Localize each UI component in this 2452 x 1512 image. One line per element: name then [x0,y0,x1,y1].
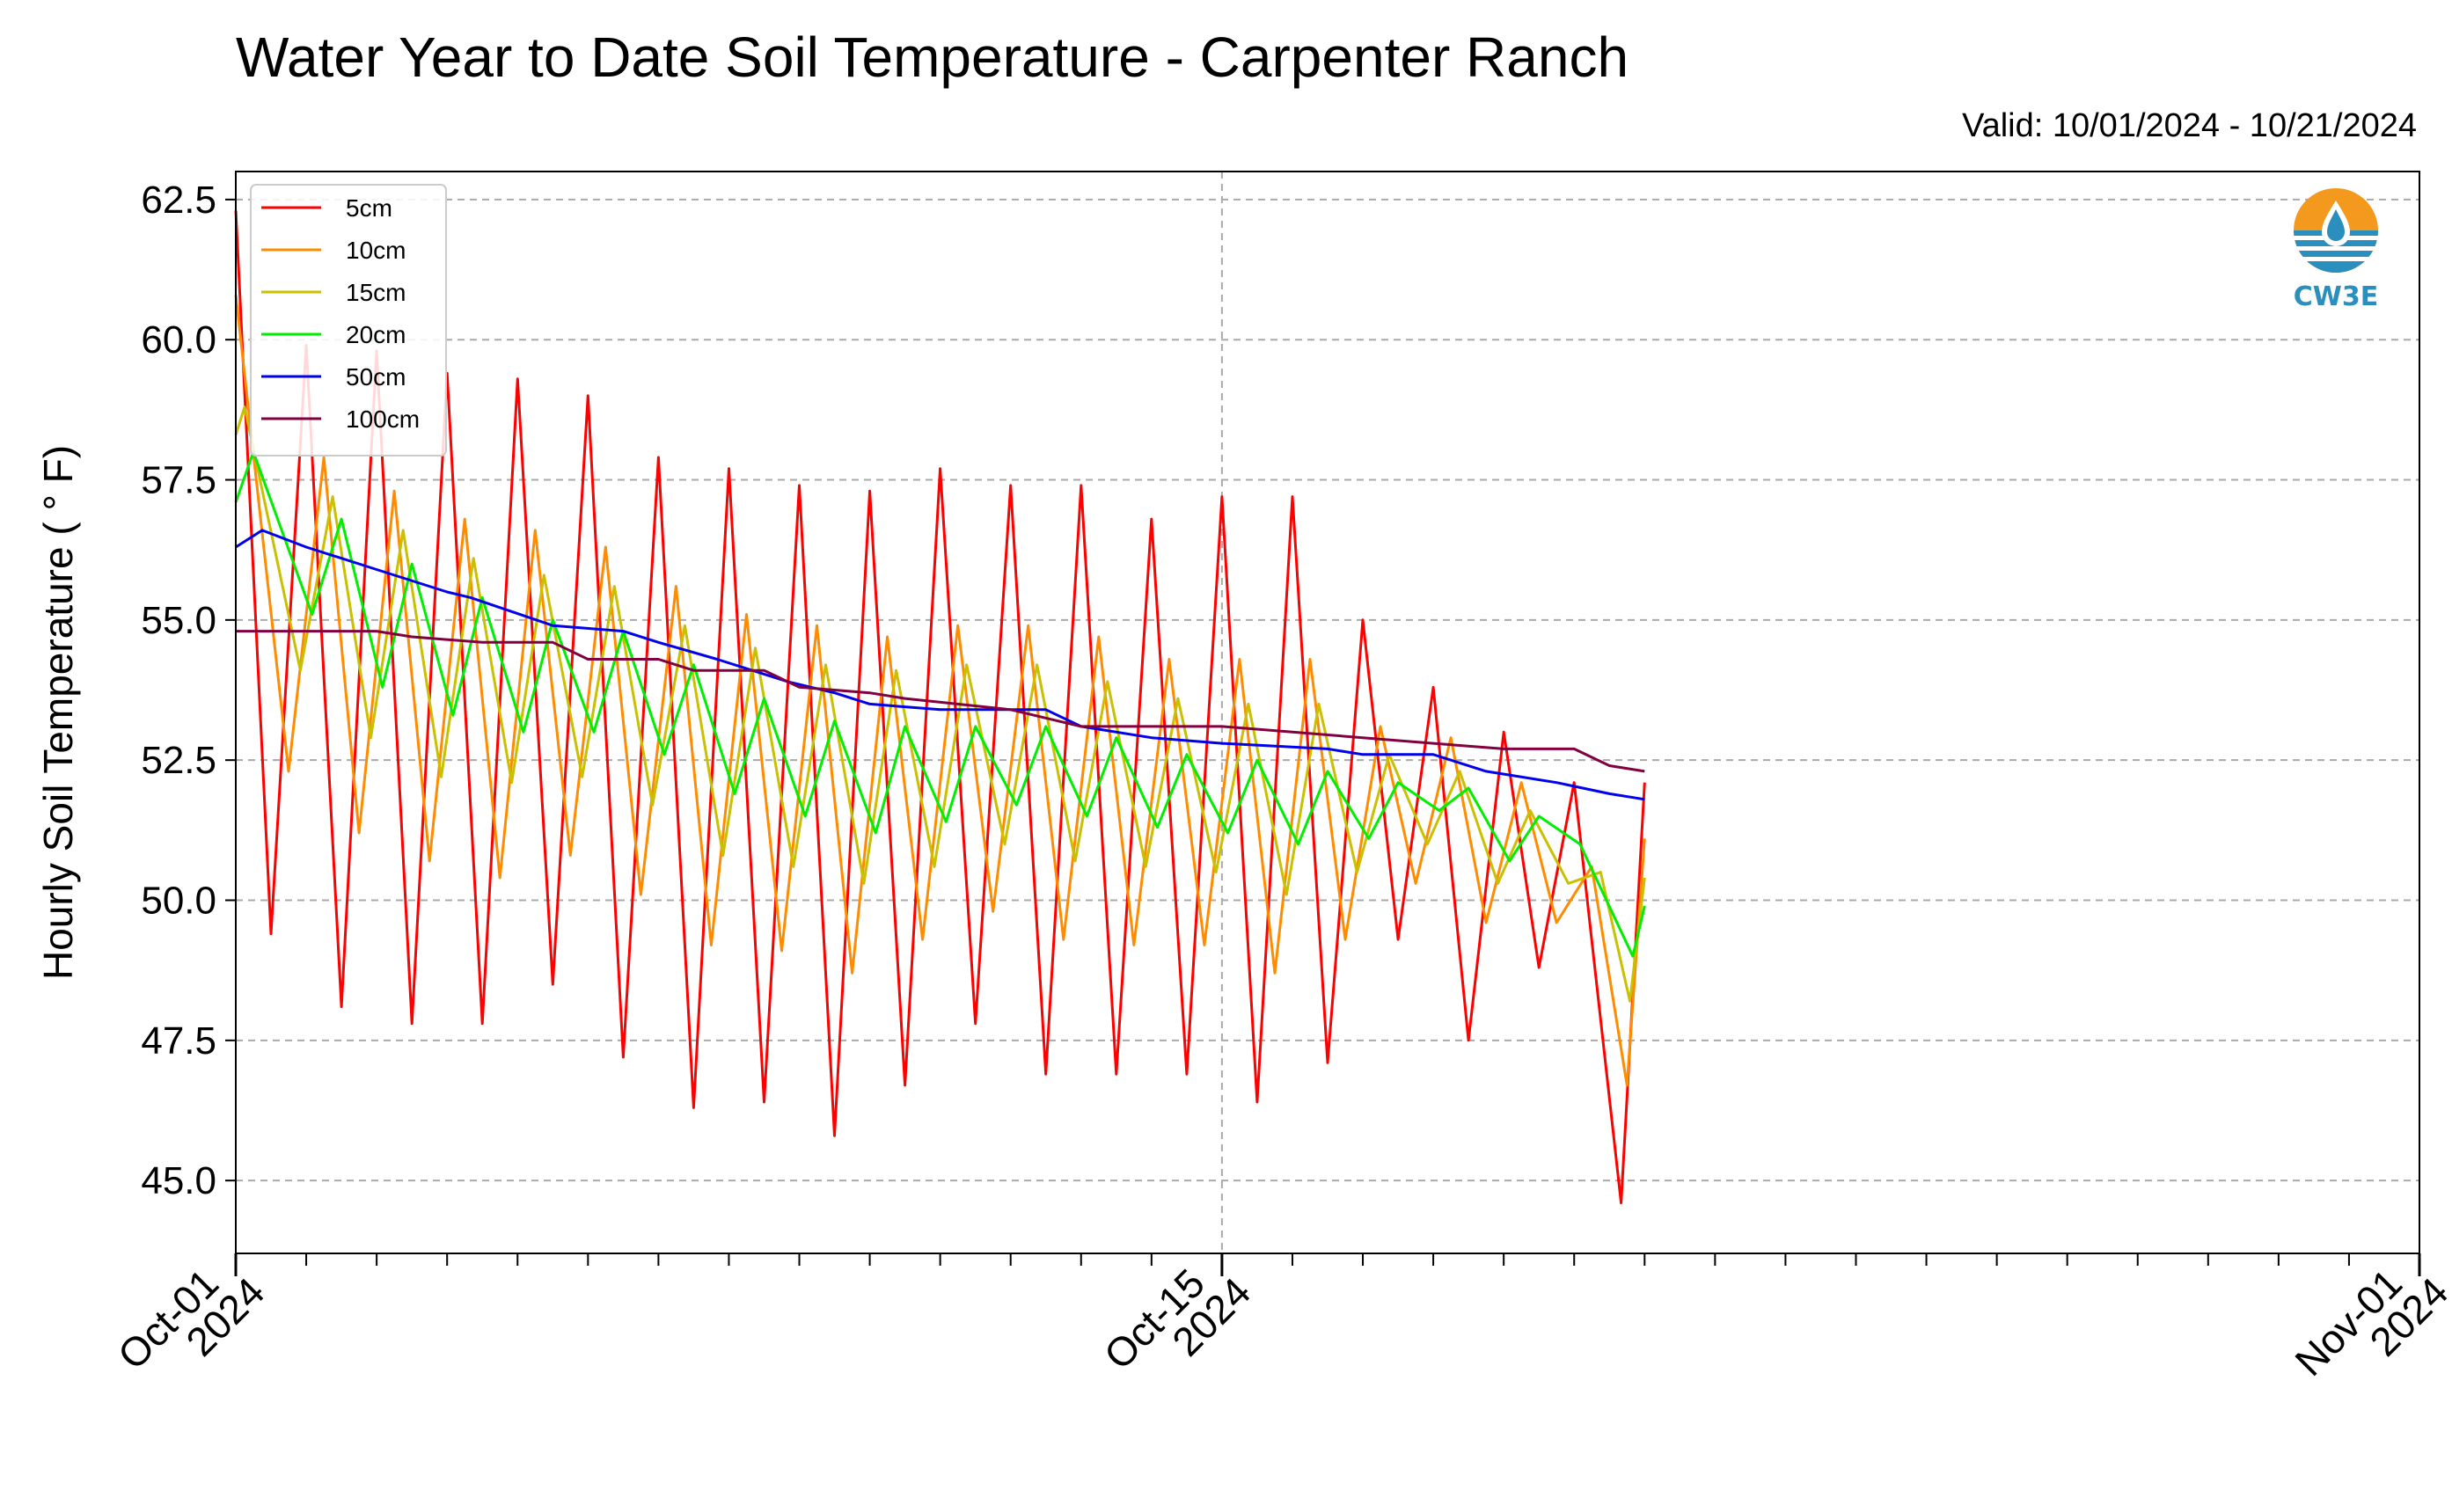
y-tick-label: 57.5 [141,459,216,502]
y-tick-label: 50.0 [141,879,216,922]
grid-lines [235,172,2420,1253]
data-series [234,210,1646,1205]
series-line-5cm [234,210,1646,1205]
legend-label: 20cm [346,321,406,348]
series-line-50cm [235,529,1645,801]
y-tick-label: 55.0 [141,599,216,642]
chart-title: Water Year to Date Soil Temperature - Ca… [236,26,1629,89]
y-axis-ticks: 45.0 47.5 50.0 52.5 55.0 57.5 60.0 62.5 [141,179,236,1202]
y-tick-label: 47.5 [141,1019,216,1063]
legend-label: 10cm [346,237,406,264]
legend-box [250,184,447,457]
valid-date-range: Valid: 10/01/2024 - 10/21/2024 [1962,107,2417,144]
legend-label: 100cm [346,405,420,433]
plot-area-frame [235,171,2420,1254]
legend-label: 50cm [346,363,406,391]
y-axis-label: Hourly Soil Temperature ( ° F) [35,445,81,980]
logo-text: CW3E [2293,281,2379,312]
water-drop-logo-icon [2294,188,2378,273]
legend-label: 15cm [346,279,406,306]
legend: 5cm 10cm 15cm 20cm 50cm 100cm [250,184,447,457]
y-tick-label: 45.0 [141,1159,216,1202]
legend-label: 5cm [346,194,392,222]
series-line-10cm [234,295,1646,1087]
y-tick-label: 60.0 [141,318,216,362]
y-tick-label: 62.5 [141,179,216,222]
series-line-20cm [234,450,1646,958]
cw3e-logo: CW3E [2283,185,2389,317]
series-line-100cm [236,630,1645,773]
series-line-15cm [234,405,1646,1003]
y-tick-label: 52.5 [141,739,216,782]
